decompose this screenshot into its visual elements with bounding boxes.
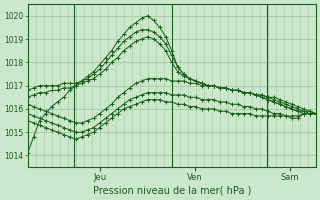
X-axis label: Pression niveau de la mer( hPa ): Pression niveau de la mer( hPa ) bbox=[92, 186, 251, 196]
